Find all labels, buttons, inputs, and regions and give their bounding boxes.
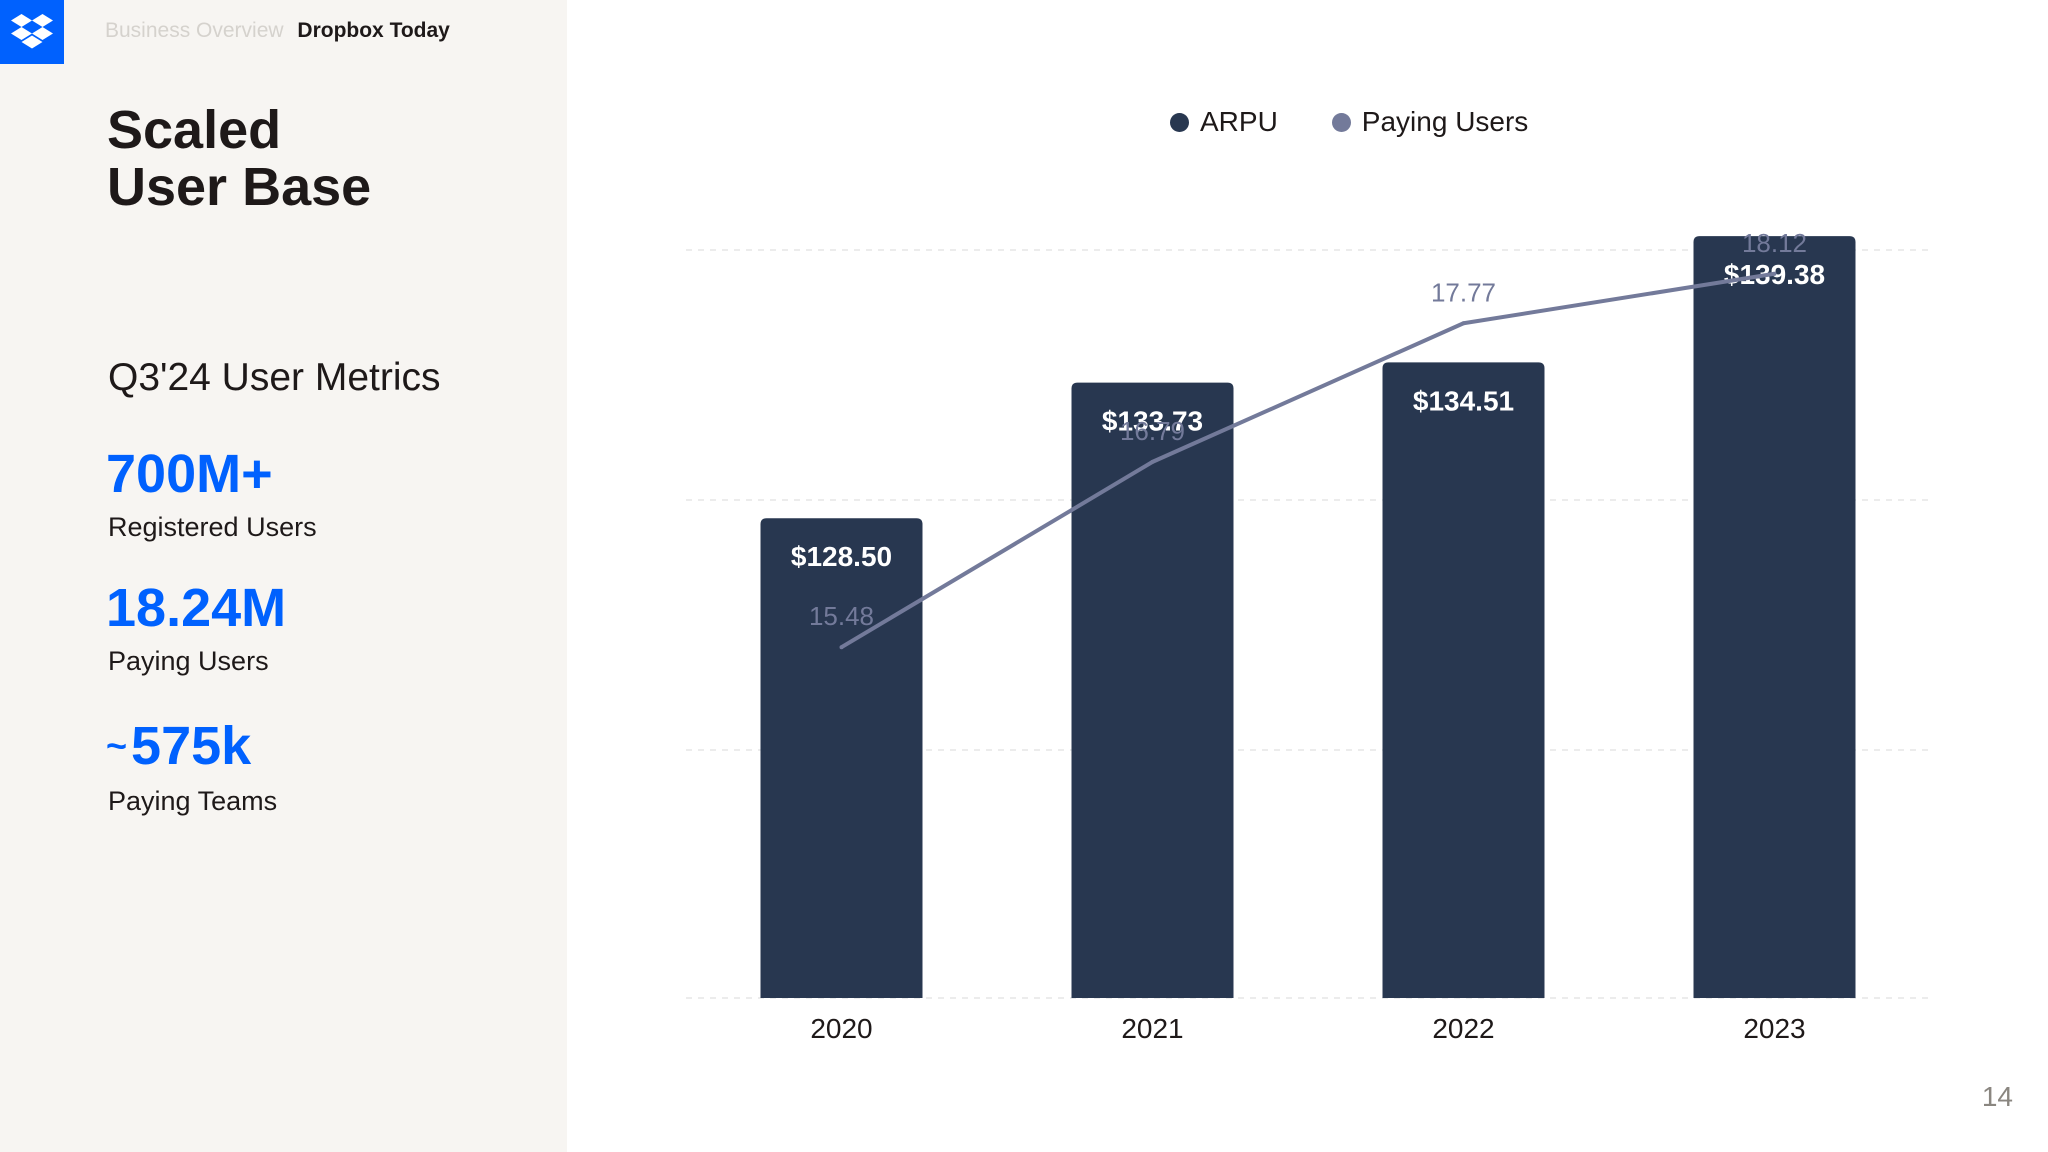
breadcrumb-section[interactable]: Business Overview [105,19,284,42]
legend-label-paying-users: Paying Users [1361,106,1529,137]
bar-label-2022: $134.51 [1413,385,1514,416]
approx-symbol: ~ [106,725,128,766]
paying-users-line [840,271,1775,649]
paying-users-dot-icon [1331,112,1351,132]
bar-2020 [760,518,923,998]
dropbox-icon [11,14,53,49]
metric-paying-teams-label: Paying Teams [108,786,278,816]
bar-2023 [1693,236,1856,998]
metric-paying-users-label: Paying Users [108,646,269,676]
legend-item-arpu[interactable]: ARPU [1170,106,1278,138]
paying-users-point-2020 [839,645,844,650]
x-tick-2021: 2021 [1121,1013,1183,1044]
metric-registered-users-label: Registered Users [108,512,317,542]
sidebar-panel: Business Overview Dropbox Today Scaled U… [0,0,567,1152]
paying-users-label-2022: 17.77 [1431,277,1496,307]
x-tick-2022: 2022 [1432,1013,1494,1044]
bar-2022 [1382,362,1545,998]
bar-label-2021: $133.73 [1102,406,1203,437]
metric-paying-teams-value: ~575k [106,719,251,773]
metric-paying-teams-number: 575k [131,716,252,776]
page-title: Scaled User Base [107,102,371,216]
legend-label-arpu: ARPU [1200,106,1278,137]
chart-legend: ARPU Paying Users [1170,106,1582,138]
bar-2021 [1071,382,1234,998]
title-line-1: Scaled [107,100,282,160]
page-number: 14 [1981,1081,2013,1112]
metric-paying-users-value: 18.24M [106,578,287,638]
metrics-subtitle: Q3'24 User Metrics [108,356,441,399]
dropbox-logo[interactable] [0,0,64,64]
x-tick-2023: 2023 [1743,1013,1805,1044]
arpu-dot-icon [1170,112,1189,132]
paying-users-point-2021 [1150,459,1155,464]
paying-users-point-2023 [1772,271,1777,276]
bar-label-2020: $128.50 [791,541,892,572]
paying-users-label-2020: 15.48 [809,601,874,631]
title-line-2: User Base [107,157,372,217]
x-tick-2020: 2020 [810,1013,872,1044]
paying-users-label-2023: 18.12 [1742,228,1807,258]
metric-registered-users-value: 700M+ [106,444,273,504]
legend-item-paying-users[interactable]: Paying Users [1331,106,1529,138]
paying-users-point-2022 [1461,321,1466,326]
breadcrumb-current[interactable]: Dropbox Today [297,19,450,42]
arpu-paying-users-chart: $128.502020$133.732021$134.512022$139.38… [686,228,1930,1044]
paying-users-label-2021: 16.79 [1120,416,1185,446]
breadcrumb: Business Overview Dropbox Today [105,19,450,43]
